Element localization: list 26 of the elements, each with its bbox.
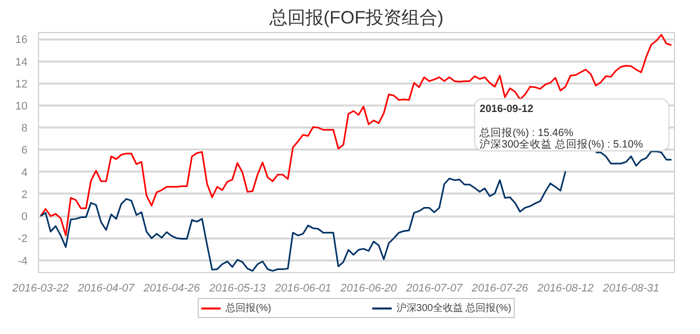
y-tick-label: 10 [15,100,28,112]
y-tick-label: 14 [15,56,28,68]
y-tick-label: 2 [21,188,28,201]
x-tick-label: 2016-08-12 [536,282,594,294]
x-tick-label: 2016-07-07 [405,282,464,294]
y-tick-label: 0 [21,211,28,224]
x-tick-label: 2016-06-20 [339,282,398,294]
chart-title: 总回报(FOF投资组合) [268,8,444,28]
y-tick-label: 6 [21,144,28,157]
y-tick-label: 12 [15,78,28,90]
y-tick-label: 8 [21,122,28,135]
line-series [40,34,672,236]
x-tick-label: 2016-07-26 [470,282,529,294]
y-tick-label: -2 [18,233,28,246]
x-tick-label: 2016-05-13 [208,282,266,294]
x-tick-label: 2016-03-22 [11,282,69,294]
y-tick-label: 4 [21,166,28,179]
legend-label: 总回报(%) [226,302,272,315]
y-tick-label: -4 [18,255,28,268]
x-tick-label: 2016-08-31 [602,282,660,294]
legend-label: 沪深300全收益 总回报(%) [396,302,512,315]
annotation: 2016-09-12 总回报(%) : 15.46% 沪深300全收益 总回报(%) : 5.10% [478,102,643,150]
x-tick-label: 2016-04-26 [142,282,201,294]
x-tick-label: 2016-04-07 [77,282,136,294]
y-tick-label: 16 [15,34,28,46]
x-tick-label: 2016-06-01 [274,282,332,294]
